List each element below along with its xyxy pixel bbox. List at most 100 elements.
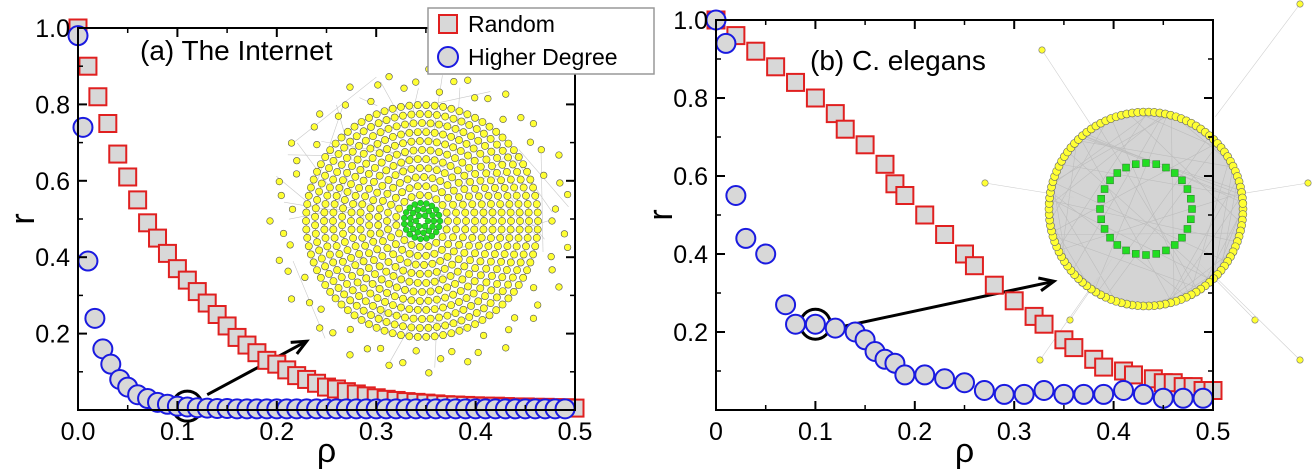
inset-node [375, 120, 382, 127]
inset-node [459, 276, 466, 283]
inset-node [507, 259, 514, 266]
inset-core-node [416, 213, 422, 219]
inset-node [504, 242, 511, 249]
inset-core-node [436, 212, 442, 218]
inset-node [425, 165, 432, 172]
inset-node [354, 279, 361, 286]
inset-core-node [1187, 216, 1194, 223]
inset-node [527, 139, 534, 146]
inset-node [462, 209, 469, 216]
higher-degree-point [716, 34, 735, 53]
inset-node [471, 226, 478, 233]
inset-node [347, 254, 354, 261]
random-point [966, 257, 983, 274]
inset-core-node [1178, 177, 1185, 184]
inset-node [312, 230, 319, 237]
inset-node [464, 358, 471, 365]
inset-node [444, 123, 451, 130]
inset-node [320, 217, 327, 224]
inset-node [374, 189, 381, 196]
inset-node [487, 177, 494, 184]
inset-node [416, 110, 423, 117]
inset-node [311, 213, 318, 220]
inset-node [398, 276, 405, 283]
inset-node [341, 238, 348, 245]
inset-node [381, 298, 388, 305]
inset-node [499, 274, 506, 281]
inset-node [427, 120, 434, 127]
inset-node [523, 267, 530, 274]
inset-node [453, 217, 460, 224]
higher-degree-point [1074, 385, 1093, 404]
inset-node [365, 114, 372, 121]
random-point [1095, 359, 1112, 376]
inset-node [515, 153, 522, 160]
inset-node [363, 160, 370, 167]
x-tick-label: 0 [709, 418, 723, 446]
inset-node [527, 259, 534, 266]
inset-node [321, 209, 328, 216]
inset-core-node [429, 233, 435, 239]
inset-node [466, 257, 473, 264]
inset-node [355, 142, 362, 149]
inset-node [478, 234, 485, 241]
inset-node [517, 176, 524, 183]
inset-node [333, 192, 340, 199]
inset-node [330, 259, 337, 266]
inset-node [499, 161, 506, 168]
inset-node [311, 124, 318, 131]
inset-node [473, 125, 480, 132]
inset-node [399, 246, 406, 253]
inset-node [305, 243, 312, 250]
inset-node [408, 269, 415, 276]
inset-node [515, 200, 522, 207]
inset-node [324, 192, 331, 199]
inset-node [377, 129, 384, 136]
inset-node [520, 251, 527, 258]
inset-node [330, 209, 337, 216]
inset-core-node [430, 212, 436, 218]
inset-node [365, 264, 372, 271]
inset-node [354, 156, 361, 163]
inset-node [393, 284, 400, 291]
inset-node [516, 217, 523, 224]
inset-node [442, 113, 449, 120]
inset-node [285, 268, 292, 275]
inset-node [455, 256, 462, 263]
inset-node [370, 238, 377, 245]
inset-core-node [420, 230, 426, 236]
inset-node [471, 250, 478, 257]
inset-node [397, 331, 404, 338]
inset-node [384, 245, 391, 252]
inset-core-node [1123, 164, 1130, 171]
inset-node [472, 170, 479, 177]
inset-node [433, 268, 440, 275]
inset-node [347, 84, 354, 91]
inset-node [385, 258, 392, 265]
inset-node [538, 146, 545, 153]
inset-node [332, 140, 339, 147]
inset-node [439, 131, 446, 138]
inset-node [314, 239, 321, 246]
inset-node [369, 280, 376, 287]
inset-core-node [1153, 250, 1160, 257]
inset-node [464, 152, 471, 159]
inset-node [499, 288, 506, 295]
inset-node [425, 243, 432, 250]
inset-node [335, 150, 342, 157]
inset-node [443, 209, 450, 216]
inset-node [329, 217, 336, 224]
inset-node [466, 178, 473, 185]
inset-node [448, 133, 455, 140]
inset-node [499, 301, 506, 308]
inset-node [431, 278, 438, 285]
inset-node [423, 183, 430, 190]
inset-node [412, 261, 419, 268]
inset-node [483, 170, 490, 177]
inset-node [478, 201, 485, 208]
inset-node [414, 306, 421, 313]
inset-core-node [415, 207, 421, 213]
inset-core-node [1114, 170, 1121, 177]
inset-node [451, 155, 458, 162]
inset-node [348, 162, 355, 169]
